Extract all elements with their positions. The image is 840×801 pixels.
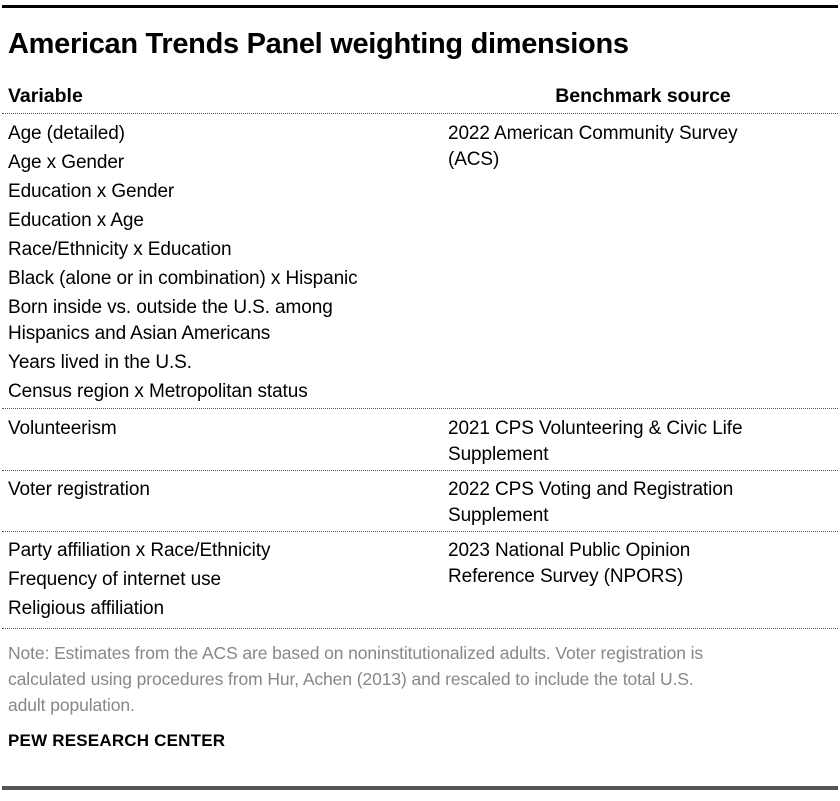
bottom-rule [2, 786, 838, 790]
variable-cell: Age (detailed) [8, 123, 125, 144]
benchmark-cell: 2023 National Public Opinion Reference S… [448, 540, 691, 587]
weighting-dimensions-figure: American Trends Panel weighting dimensio… [0, 5, 840, 801]
table-section-voter-registration: Voter registration 2022 CPS Voting and R… [2, 471, 838, 532]
table-section-acs: Age (detailed) Age x Gender Education x … [2, 114, 838, 409]
column-header-variable: Variable [8, 85, 83, 107]
variable-cell: Years lived in the U.S. [8, 352, 192, 373]
variable-cell: Education x Age [8, 210, 144, 231]
variable-column: Volunteerism [8, 416, 448, 468]
variable-cell: Born inside vs. outside the U.S. among H… [8, 297, 333, 344]
variable-cell: Black (alone or in combination) x Hispan… [8, 268, 358, 289]
benchmark-cell: 2022 American Community Survey (ACS) [448, 123, 738, 170]
variable-column: Voter registration [8, 477, 448, 529]
variable-cell: Party affiliation x Race/Ethnicity [8, 540, 271, 561]
table-note: Note: Estimates from the ACS are based o… [8, 643, 704, 715]
column-header-benchmark: Benchmark source [555, 85, 731, 107]
benchmark-column: 2023 National Public Opinion Reference S… [448, 538, 838, 622]
variable-cell: Frequency of internet use [8, 569, 221, 590]
variable-cell: Race/Ethnicity x Education [8, 239, 232, 260]
variable-cell: Census region x Metropolitan status [8, 381, 308, 402]
table-header-row: Variable Benchmark source [2, 86, 838, 114]
benchmark-cell: 2021 CPS Volunteering & Civic Life Suppl… [448, 418, 743, 465]
variable-column: Party affiliation x Race/Ethnicity Frequ… [8, 538, 448, 622]
variable-column: Age (detailed) Age x Gender Education x … [8, 121, 448, 405]
benchmark-column: 2021 CPS Volunteering & Civic Life Suppl… [448, 416, 838, 468]
top-rule [2, 5, 838, 8]
weighting-table: Variable Benchmark source Age (detailed)… [2, 86, 838, 629]
variable-cell: Age x Gender [8, 152, 125, 173]
benchmark-cell: 2022 CPS Voting and Registration Supplem… [448, 479, 734, 526]
page-title: American Trends Panel weighting dimensio… [8, 28, 629, 60]
variable-cell: Education x Gender [8, 181, 175, 202]
pew-research-center-label: PEW RESEARCH CENTER [8, 731, 226, 750]
table-section-volunteerism: Volunteerism 2021 CPS Volunteering & Civ… [2, 409, 838, 471]
table-section-npors: Party affiliation x Race/Ethnicity Frequ… [2, 532, 838, 629]
variable-cell: Voter registration [8, 479, 150, 500]
benchmark-column: 2022 CPS Voting and Registration Supplem… [448, 477, 838, 529]
benchmark-column: 2022 American Community Survey (ACS) [448, 121, 838, 405]
variable-cell: Volunteerism [8, 418, 117, 439]
variable-cell: Religious affiliation [8, 598, 164, 619]
